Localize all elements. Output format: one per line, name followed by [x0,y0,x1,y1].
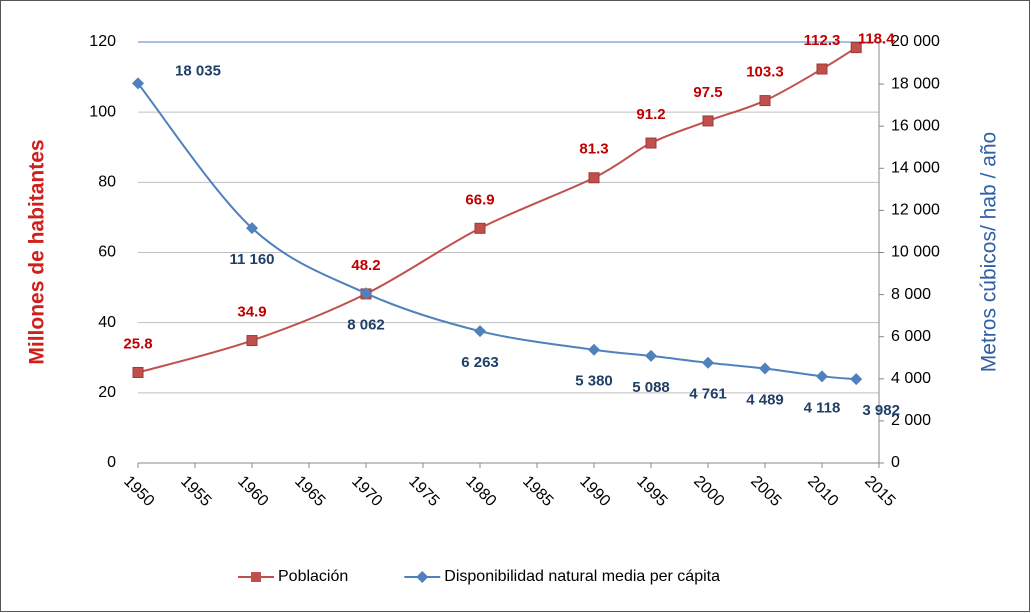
data-label: 112.3 [804,32,841,49]
data-label: 11 160 [229,251,274,268]
y2-tick-label: 6 000 [891,328,931,345]
y2-axis-title: Metros cúbicos/ hab / año [978,132,1001,372]
marker [702,115,714,127]
series-line [137,82,857,381]
y-tick-label: 100 [89,103,116,120]
marker [246,335,258,347]
y2-tick-label: 12 000 [891,202,940,219]
y2-tick-label: 14 000 [891,160,940,177]
y2-tick-label: 10 000 [891,244,940,261]
data-label: 118.4 [858,31,895,48]
marker [702,356,714,369]
data-label: 81.3 [579,141,608,158]
y-tick-label: 60 [98,244,116,261]
marker [132,77,144,90]
data-label: 3 982 [862,402,900,419]
marker [816,370,828,383]
data-label: 103.3 [746,64,784,81]
y-tick-label: 0 [107,454,116,471]
data-label: 91.2 [636,106,665,123]
y2-tick-label: 20 000 [891,33,940,50]
marker [759,362,771,375]
legend-marker [416,571,429,583]
data-label: 97.5 [693,84,722,101]
data-label: 5 380 [575,373,613,390]
legend-label: Disponibilidad natural media per cápita [444,568,720,585]
marker [759,95,771,107]
data-label: 4 118 [804,399,841,416]
y2-tick-label: 0 [891,454,900,471]
marker [474,325,486,338]
y-tick-label: 120 [89,33,116,50]
marker [850,373,863,386]
data-label: 8 062 [347,316,385,333]
y2-tick-label: 8 000 [891,286,931,303]
marker [850,42,862,54]
data-label: 48.2 [351,257,380,274]
y-tick-label: 40 [98,314,116,331]
marker [588,172,600,184]
marker [645,137,657,149]
marker [816,63,828,75]
data-label: 5 088 [632,379,670,396]
y2-tick-label: 4 000 [891,370,931,387]
y-tick-label: 80 [98,174,116,191]
y-tick-label: 20 [98,384,116,401]
marker [360,287,372,300]
marker [132,366,144,378]
legend-marker [251,572,261,582]
data-label: 34.9 [237,304,266,321]
data-label: 25.8 [123,335,152,352]
marker [645,349,657,362]
legend-label: Población [278,568,348,585]
y2-tick-label: 16 000 [891,117,940,134]
y2-tick-label: 18 000 [891,75,940,92]
data-label: 4 489 [746,391,784,408]
marker [588,343,600,356]
data-label: 4 761 [689,386,727,403]
data-label: 18 035 [175,62,221,79]
marker [474,222,486,234]
data-label: 66.9 [465,191,494,208]
data-label: 6 263 [461,354,499,371]
y2-tick-label: 2 000 [891,412,931,429]
marker [246,222,258,235]
y-axis-title: Millones de habitantes [26,139,49,364]
